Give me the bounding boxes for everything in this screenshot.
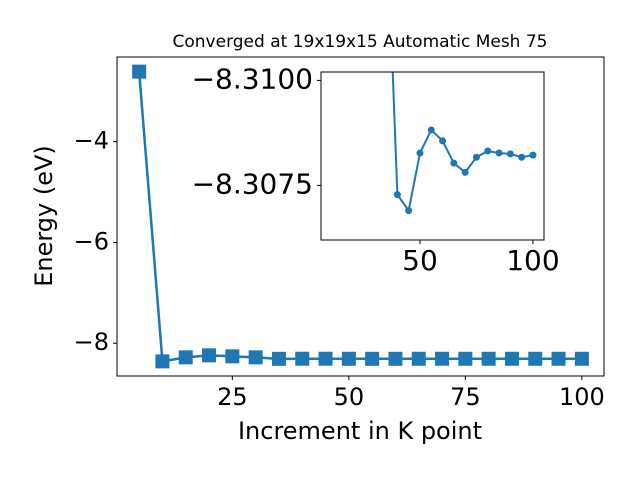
marker [529, 151, 537, 159]
plot-group [132, 64, 589, 369]
y-tick-label: −8.3075 [192, 167, 313, 200]
x-tick-label: 75 [450, 383, 481, 411]
marker [574, 351, 589, 366]
marker [178, 350, 193, 365]
marker [393, 191, 401, 199]
marker [388, 351, 403, 366]
y-tick-label: −6 [74, 227, 109, 255]
plot-area [321, 72, 544, 240]
marker [495, 149, 503, 157]
marker [155, 354, 170, 369]
y-tick-label: −8 [74, 328, 109, 356]
marker [506, 150, 514, 158]
marker [528, 351, 543, 366]
marker [411, 351, 426, 366]
marker [405, 207, 413, 215]
plot-group [391, 72, 537, 215]
x-tick-label: 25 [217, 383, 248, 411]
marker [461, 168, 469, 176]
marker [439, 137, 447, 145]
chart-title: Converged at 19x19x15 Automatic Mesh 75 [173, 32, 548, 52]
marker [248, 350, 263, 365]
marker [435, 351, 450, 366]
plot-frame [116, 56, 605, 377]
marker [458, 351, 473, 366]
plot-frame [320, 71, 545, 241]
marker [472, 153, 480, 161]
y-axis-label: Energy (eV) [30, 145, 58, 287]
marker [481, 351, 496, 366]
marker [504, 351, 519, 366]
marker [295, 351, 310, 366]
marker [365, 351, 380, 366]
marker [484, 147, 492, 155]
marker [518, 153, 526, 161]
marker [450, 159, 458, 167]
x-tick-label: 50 [334, 383, 365, 411]
x-tick-label: 100 [506, 244, 559, 277]
x-tick-label: 50 [402, 244, 438, 277]
marker [225, 349, 240, 364]
marker [202, 348, 217, 363]
y-tick-label: −8.3100 [192, 62, 313, 95]
x-axis-label: Increment in K point [238, 417, 482, 445]
marker [132, 64, 147, 79]
y-tick-label: −4 [74, 127, 109, 155]
x-tick-label: 100 [559, 383, 605, 411]
marker [318, 351, 333, 366]
marker [271, 351, 286, 366]
marker [416, 149, 424, 157]
marker [551, 351, 566, 366]
marker [341, 351, 356, 366]
marker [427, 126, 435, 134]
